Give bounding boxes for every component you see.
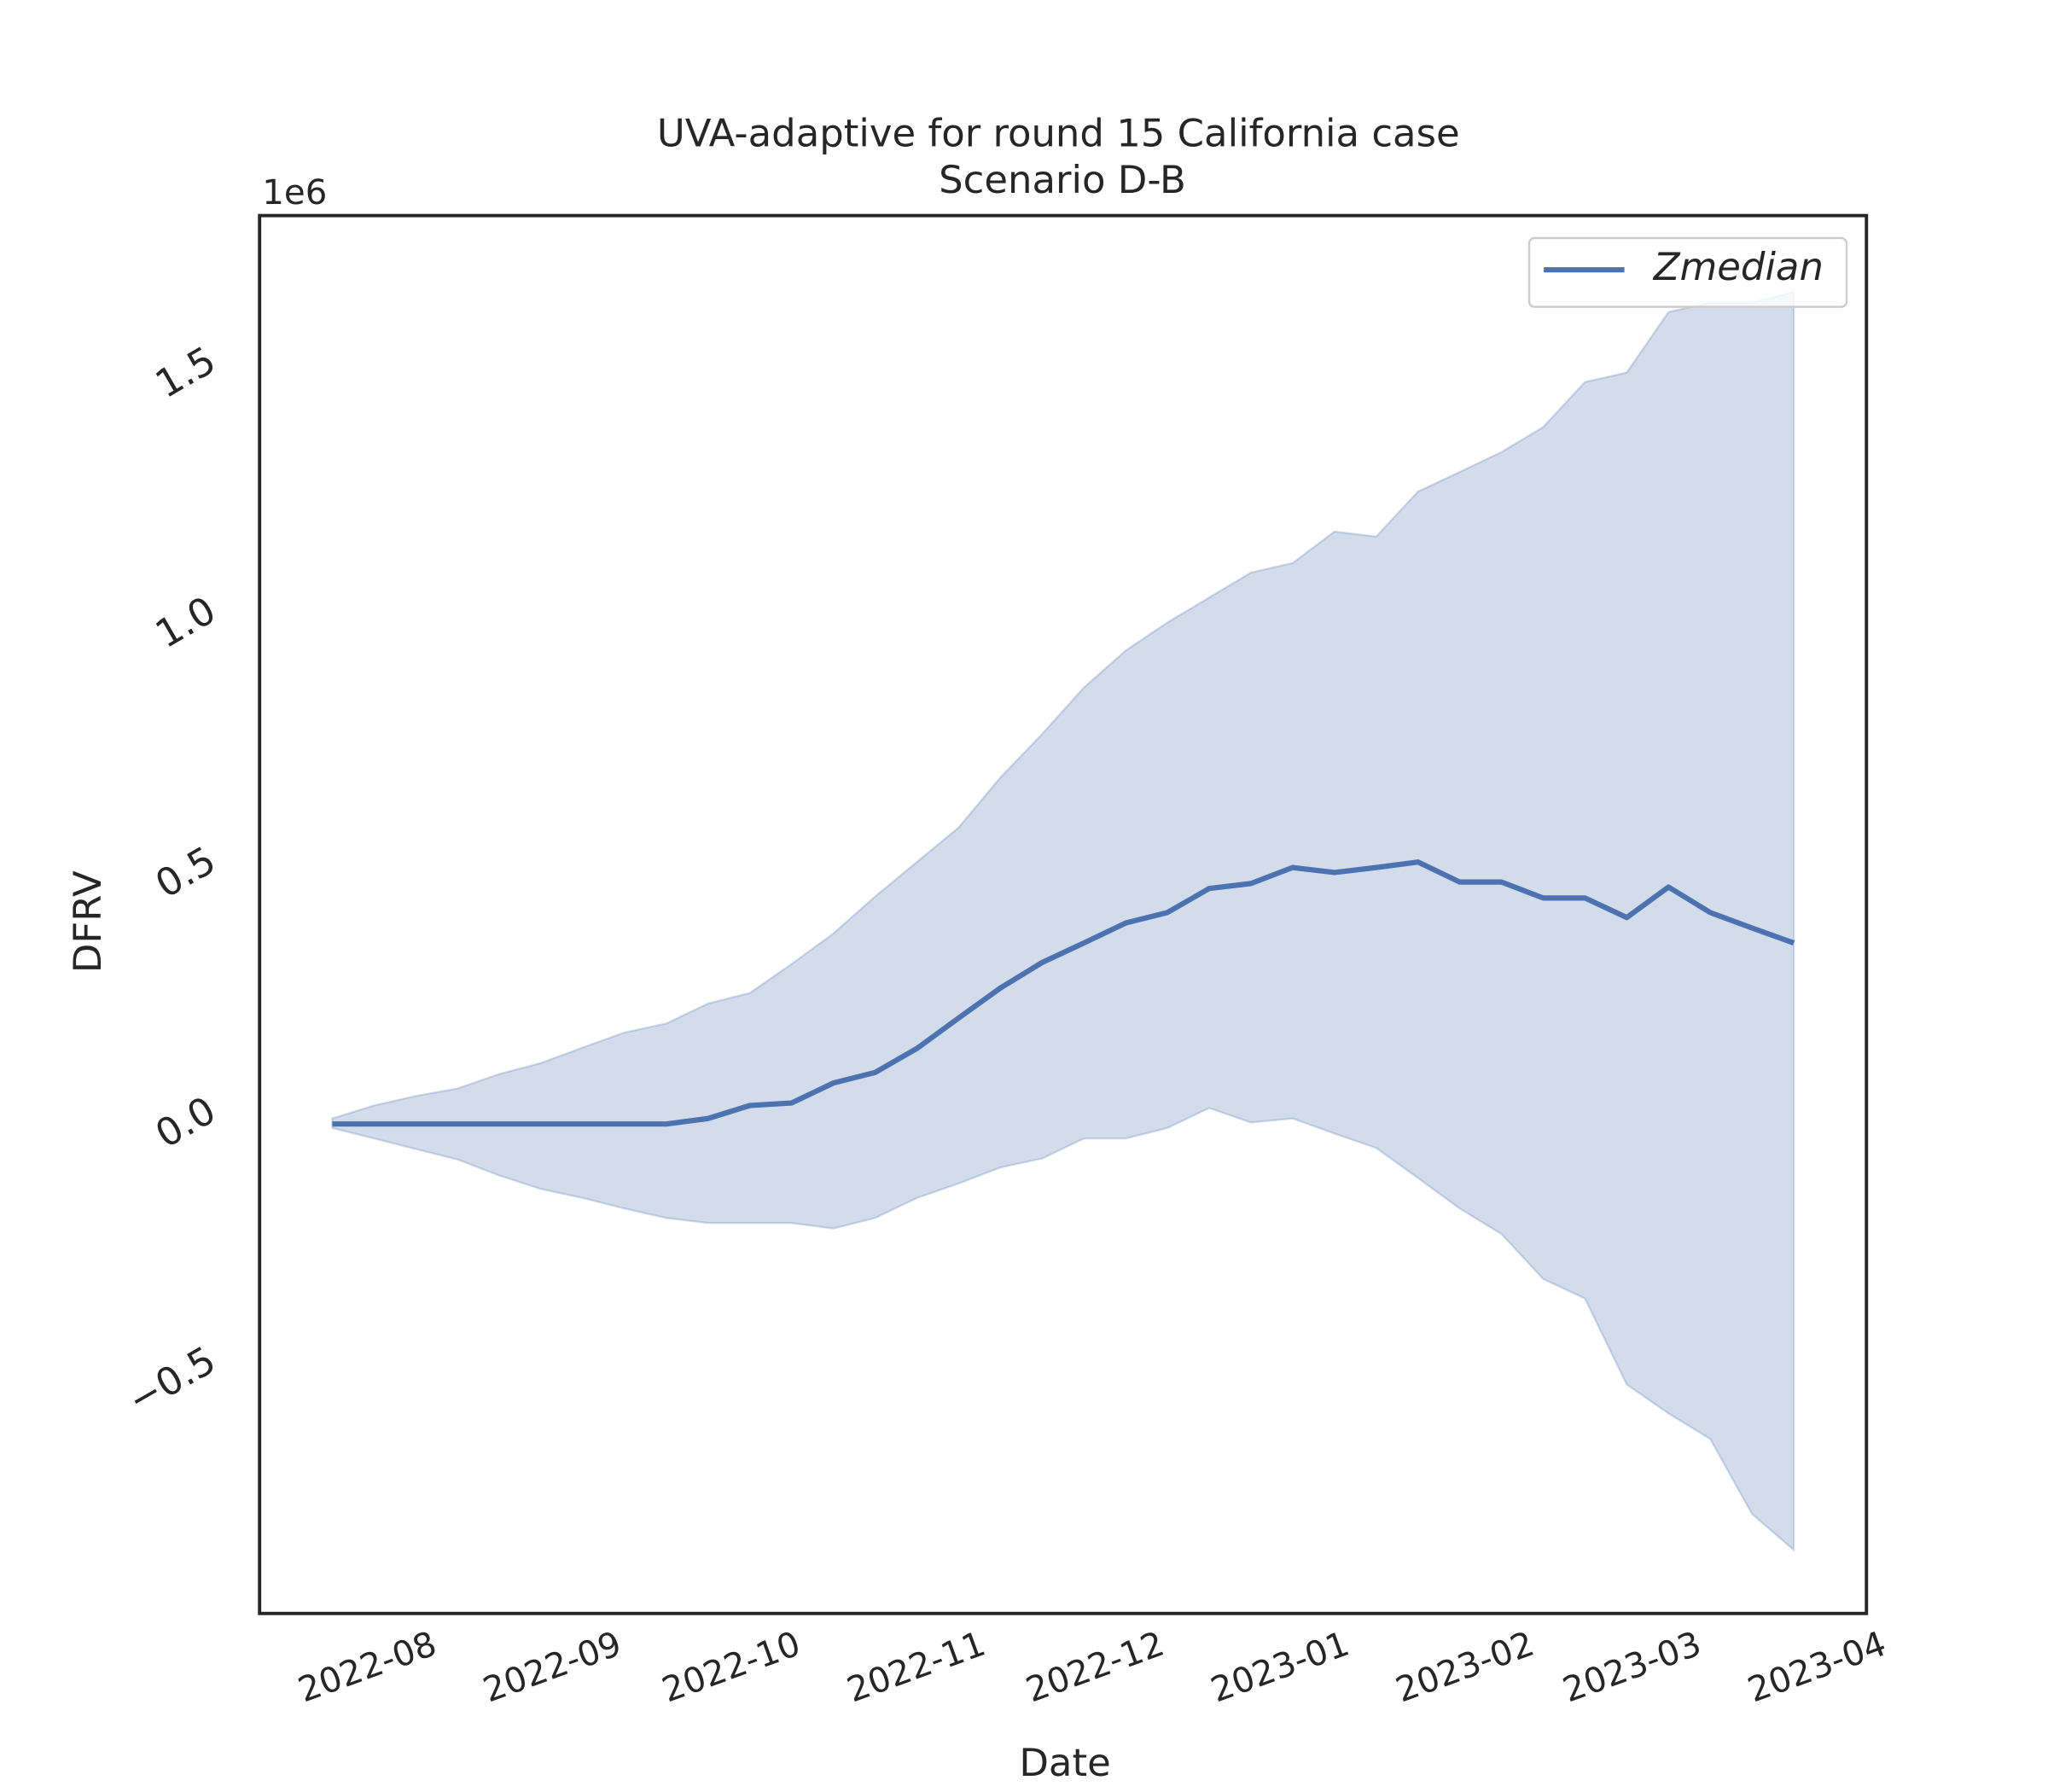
x-tick-label: 2022-12 [1021, 1624, 1169, 1711]
y-tick-label: 0.5 [148, 837, 223, 907]
x-axis-label: Date [1019, 1740, 1110, 1785]
y-tick-label: 1.0 [148, 587, 223, 657]
x-tick-label: 2023-02 [1391, 1624, 1539, 1711]
median-line [332, 859, 1795, 1127]
y-tick-label: 1.5 [148, 337, 223, 407]
y-tick-label: −0.5 [120, 1337, 224, 1423]
y-offset-label: 1e6 [262, 172, 327, 212]
x-tick-label: 2022-08 [293, 1624, 441, 1711]
legend: Zmedian [1527, 236, 1848, 308]
plot-frame [258, 213, 1869, 1615]
x-tick-label: 2022-10 [657, 1624, 806, 1711]
x-tick-label: 2023-01 [1206, 1624, 1354, 1711]
legend-box [1527, 236, 1848, 308]
y-axis-label: DFRV [65, 870, 110, 973]
x-tick-label: 2023-04 [1743, 1624, 1891, 1711]
x-tick-label: 2023-03 [1557, 1624, 1706, 1711]
legend-label: Zmedian [1653, 244, 1824, 289]
chart-title: UVA-adaptive for round 15 California cas… [657, 111, 1460, 156]
y-tick-label: 0.0 [148, 1087, 223, 1157]
chart-subtitle: Scenario D-B [939, 157, 1186, 202]
confidence-band [331, 290, 1795, 1552]
x-tick-label: 2022-11 [841, 1624, 990, 1711]
x-tick-label: 2022-09 [478, 1624, 626, 1711]
